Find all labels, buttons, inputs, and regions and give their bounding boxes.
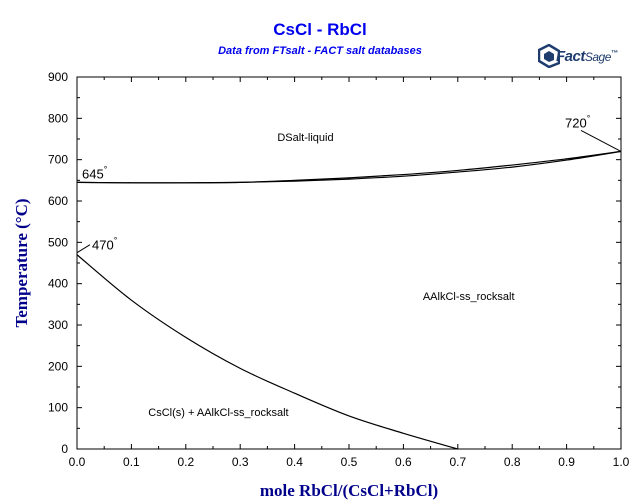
region-label: CsCl(s) + AAlkCl-ss_rocksalt: [148, 407, 288, 419]
y-tick-label: 600: [48, 194, 68, 208]
y-tick-label: 0: [61, 442, 68, 456]
x-tick-label: 0.5: [341, 455, 358, 469]
logo-text-fact: Fact: [556, 48, 585, 65]
x-tick-label: 0.9: [558, 455, 575, 469]
plot-frame: [76, 76, 622, 450]
phase-boundary-line-2: [76, 150, 622, 184]
factsage-logo-text: FactSage™: [556, 48, 618, 65]
temperature-label: 470°: [92, 236, 118, 253]
x-tick-label: 0.6: [395, 455, 412, 469]
y-axis-label: Temperature (°C): [12, 198, 31, 327]
phase-boundary-line-3: [76, 254, 458, 450]
region-label: AAlkCl-ss_rocksalt: [423, 291, 515, 303]
y-tick-label: 500: [48, 235, 68, 249]
y-tick-label: 300: [48, 318, 68, 332]
logo-trademark: ™: [610, 50, 618, 57]
temp-leader-line: [580, 129, 622, 152]
region-label: DSalt-liquid: [277, 132, 333, 144]
factsage-logo: FactSage™: [538, 42, 624, 72]
chart-subtitle: Data from FTsalt - FACT salt databases: [218, 45, 422, 57]
y-tick-label: 800: [48, 111, 68, 125]
x-tick-label: 0.2: [177, 455, 194, 469]
x-tick-label: 1.0: [613, 455, 630, 469]
logo-text-sage: Sage: [584, 50, 612, 64]
x-tick-label: 0.0: [69, 455, 86, 469]
x-tick-label: 0.8: [504, 455, 521, 469]
chart-title: CsCl - RbCl: [273, 20, 367, 39]
x-tick-label: 0.1: [123, 455, 140, 469]
y-tick-label: 200: [48, 359, 68, 373]
x-tick-label: 0.7: [449, 455, 466, 469]
temperature-label: 645°: [82, 164, 108, 181]
y-tick-label: 400: [48, 277, 68, 291]
y-tick-label: 100: [48, 401, 68, 415]
x-axis-label: mole RbCl/(CsCl+RbCl): [260, 481, 438, 500]
factsage-logo-icon: [538, 44, 560, 68]
y-tick-label: 900: [48, 70, 68, 84]
temp-leader-line: [76, 244, 91, 254]
temperature-label: 720°: [565, 113, 591, 130]
phase-boundary-line-1: [76, 150, 622, 184]
y-tick-label: 700: [48, 153, 68, 167]
x-tick-label: 0.3: [232, 455, 249, 469]
x-tick-label: 0.4: [286, 455, 303, 469]
